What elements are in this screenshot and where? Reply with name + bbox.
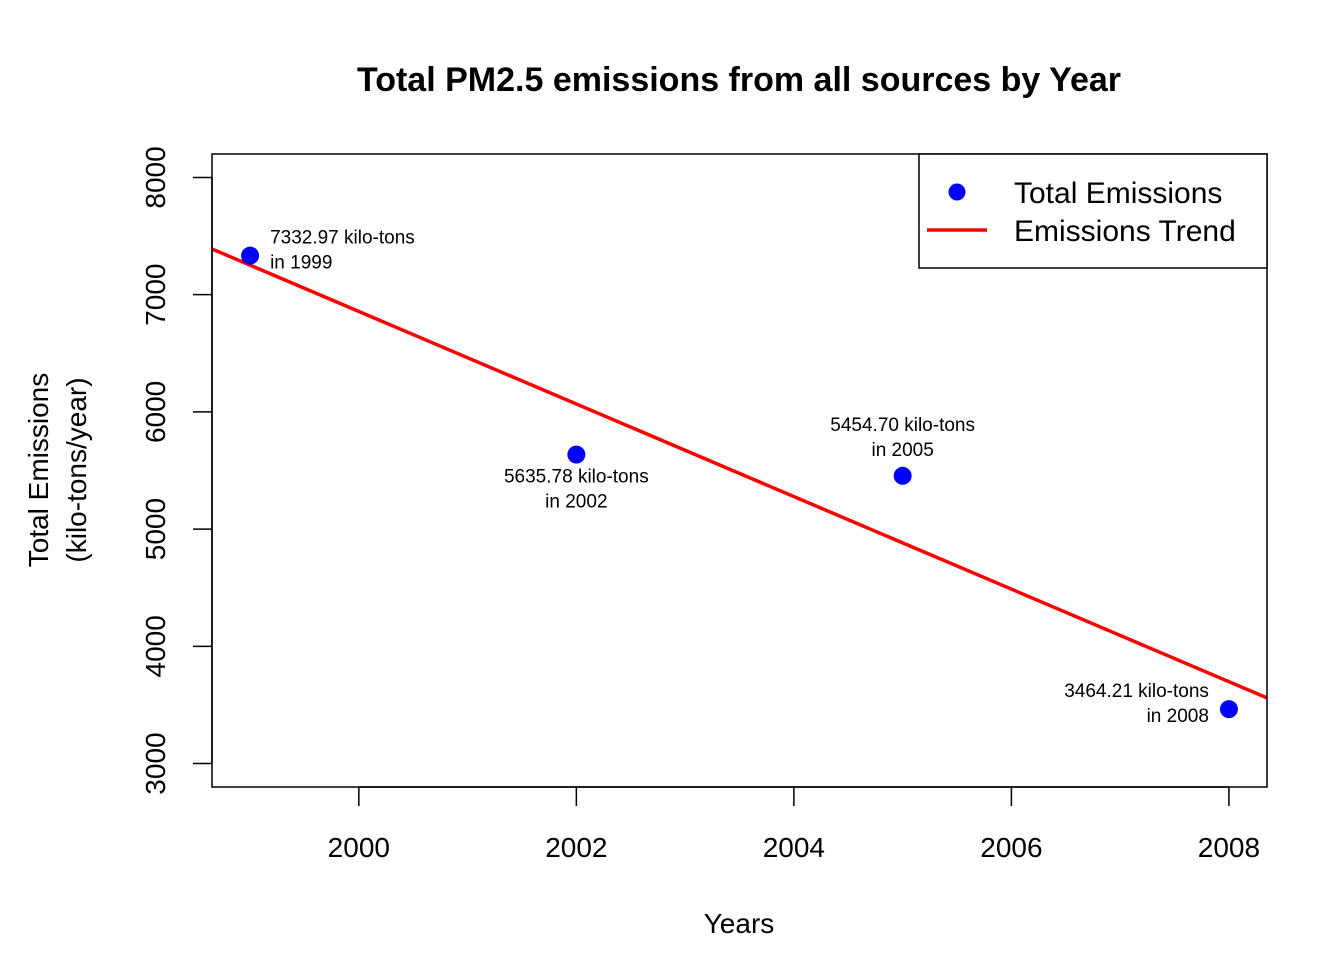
annotation-2005-line-1: 5454.70 kilo-tons: [830, 415, 975, 436]
annotation-2008-line-1: 3464.21 kilo-tons: [1064, 681, 1209, 702]
annotation-2002-line-2: in 2002: [545, 492, 607, 513]
legend-point-marker: [948, 183, 966, 201]
y-tick-label-4000: 4000: [140, 615, 171, 677]
chart-title: Total PM2.5 emissions from all sources b…: [357, 61, 1121, 99]
x-tick-label-2008: 2008: [1198, 832, 1260, 863]
data-point-1999: [241, 246, 260, 265]
x-axis: 2000 2002 2004 2006 2008: [328, 786, 1260, 863]
x-tick-label-2000: 2000: [328, 832, 390, 863]
data-point-2005: [893, 466, 912, 485]
data-point-2008: [1219, 700, 1238, 719]
legend-label-emissions-trend: Emissions Trend: [1014, 215, 1236, 248]
y-tick-label-8000: 8000: [140, 146, 171, 208]
x-axis-label: Years: [704, 908, 775, 939]
x-tick-label-2004: 2004: [763, 832, 825, 863]
annotation-2005-line-2: in 2005: [871, 440, 933, 461]
x-tick-label-2002: 2002: [545, 832, 607, 863]
x-tick-label-2006: 2006: [980, 832, 1042, 863]
trend-line: [212, 247, 1267, 700]
y-axis-label-line-1: Total Emissions: [23, 373, 54, 568]
y-tick-label-3000: 3000: [140, 732, 171, 794]
y-tick-label-7000: 7000: [140, 264, 171, 326]
data-point-2002: [567, 445, 586, 464]
annotation-1999-line-2: in 1999: [270, 253, 332, 274]
y-axis-label-line-2: (kilo-tons/year): [61, 377, 92, 562]
annotation-2008-line-2: in 2008: [1147, 706, 1209, 727]
annotation-2002-line-1: 5635.78 kilo-tons: [504, 467, 649, 488]
annotation-1999-line-1: 7332.97 kilo-tons: [270, 228, 415, 249]
point-annotations: 7332.97 kilo-tons in 1999 5635.78 kilo-ton…: [270, 228, 1209, 728]
legend-label-total-emissions: Total Emissions: [1014, 177, 1222, 210]
y-tick-label-5000: 5000: [140, 498, 171, 560]
y-tick-label-6000: 6000: [140, 381, 171, 443]
legend: Total Emissions Emissions Trend: [918, 153, 1268, 269]
legend-box: [918, 153, 1268, 269]
y-axis: 3000 4000 5000 6000 7000 8000: [140, 146, 213, 795]
